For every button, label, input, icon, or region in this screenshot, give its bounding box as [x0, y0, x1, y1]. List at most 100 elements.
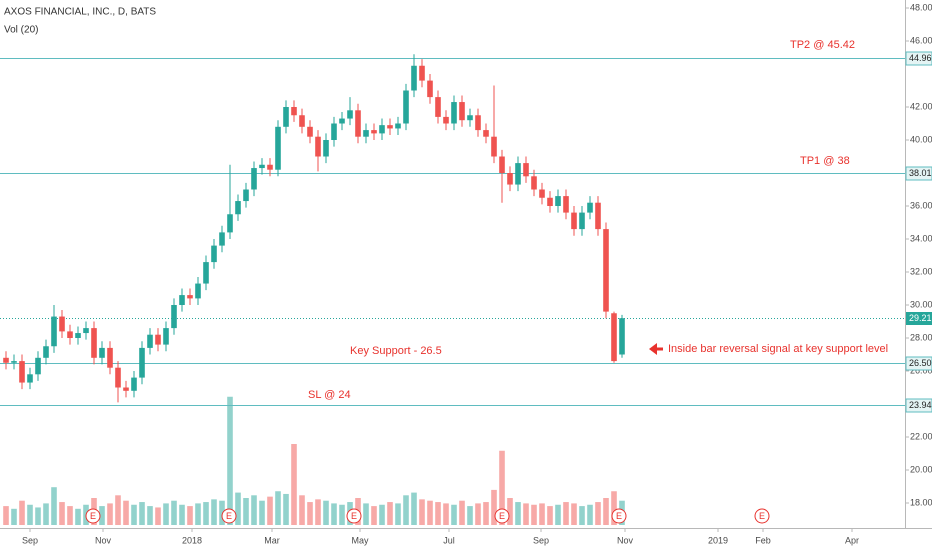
volume-bar [387, 502, 393, 525]
volume-bar [299, 495, 305, 525]
candle-body [3, 357, 9, 363]
candle-body [283, 107, 289, 127]
candle-body [99, 347, 105, 358]
volume-bar [547, 506, 553, 525]
candle-body [243, 189, 249, 202]
volume-bar [67, 506, 73, 525]
x-tick-label: Mar [264, 535, 280, 545]
candle-body [27, 374, 33, 383]
volume-bar [51, 487, 57, 525]
chart-title: AXOS FINANCIAL, INC., D, BATS [4, 7, 156, 18]
candle-body [67, 331, 73, 339]
y-tick-label: 40.00 [910, 134, 932, 144]
candle-body [467, 115, 473, 121]
volume-bar [123, 500, 129, 525]
candle-body [307, 126, 313, 137]
level-label: 38.01 [909, 168, 932, 178]
volume-bar [59, 502, 65, 525]
candle-body [83, 328, 89, 334]
volume-bar [179, 504, 185, 525]
volume-bar [603, 498, 609, 525]
candle-body [107, 347, 113, 368]
volume-bar [331, 503, 337, 525]
volume-bar [403, 495, 409, 525]
candle-body [75, 333, 81, 339]
volume-bar [99, 506, 105, 525]
volume-bar [11, 508, 17, 525]
x-tick-label: 2019 [708, 535, 728, 545]
candle-body [211, 245, 217, 263]
volume-bar [323, 500, 329, 525]
volume-bar [395, 503, 401, 525]
x-tick-label: Nov [95, 535, 112, 545]
volume-bar [539, 503, 545, 525]
candle-body [595, 202, 601, 230]
candle-body [515, 163, 521, 185]
earnings-label: E [616, 511, 622, 521]
candle-body [555, 196, 561, 207]
candle-body [323, 140, 329, 157]
candle-body [299, 115, 305, 127]
earnings-label: E [90, 511, 96, 521]
volume-bar [227, 396, 233, 525]
volume-bar [467, 506, 473, 525]
candle-body [563, 196, 569, 213]
plot-area [0, 54, 905, 525]
candle-body [59, 316, 65, 332]
candle-body [443, 116, 449, 124]
volume-bar [251, 495, 257, 525]
volume-bar [211, 499, 217, 525]
earnings-label: E [759, 511, 765, 521]
volume-bar [611, 491, 617, 525]
volume-bar [147, 506, 153, 525]
volume-bar [451, 504, 457, 525]
candle-body [259, 164, 265, 169]
earnings-marker [611, 508, 627, 524]
volume-bar [275, 491, 281, 525]
y-tick-label: 32.00 [910, 266, 932, 276]
level-label: 26.50 [909, 358, 932, 368]
volume-bar [587, 504, 593, 525]
y-tick-label: 18.00 [910, 497, 932, 507]
annotation: Inside bar reversal signal at key suppor… [668, 343, 888, 355]
candle-body [379, 125, 385, 134]
candle-body [91, 328, 97, 358]
candle-body [619, 318, 625, 355]
x-tick-label: 2018 [182, 535, 202, 545]
x-tick-label: Sep [533, 535, 549, 545]
candle-body [419, 65, 425, 81]
candle-body [219, 232, 225, 246]
earnings-label: E [351, 511, 357, 521]
level-label-box [905, 166, 932, 181]
volume-bar [43, 503, 49, 525]
annotation: TP1 @ 38 [800, 155, 850, 167]
y-tick-label: 46.00 [910, 35, 932, 45]
y-tick-label: 42.00 [910, 101, 932, 111]
candle-body [19, 361, 25, 383]
volume-bar [563, 502, 569, 525]
candle-body [523, 163, 529, 177]
level-label-box [905, 51, 932, 66]
last-price-label: 29.21 [909, 313, 932, 323]
volume-bar [515, 502, 521, 525]
annotation: Key Support - 26.5 [350, 345, 442, 357]
volume-bar [459, 500, 465, 525]
candle-body [427, 80, 433, 98]
earnings-marker [221, 508, 237, 524]
volume-bar [315, 499, 321, 525]
candle-body [131, 377, 137, 391]
candle-body [347, 110, 353, 119]
candle-body [531, 176, 537, 190]
candle-body [115, 367, 121, 388]
candle-body [315, 136, 321, 157]
candle-body [475, 115, 481, 131]
volume-bar [411, 492, 417, 525]
candle-body [187, 295, 193, 299]
x-tick-label: Sep [22, 535, 38, 545]
candle-body [491, 136, 497, 157]
y-tick-label: 30.00 [910, 299, 932, 309]
candle-body [451, 102, 457, 124]
volume-bar [171, 500, 177, 525]
earnings-label: E [499, 511, 505, 521]
